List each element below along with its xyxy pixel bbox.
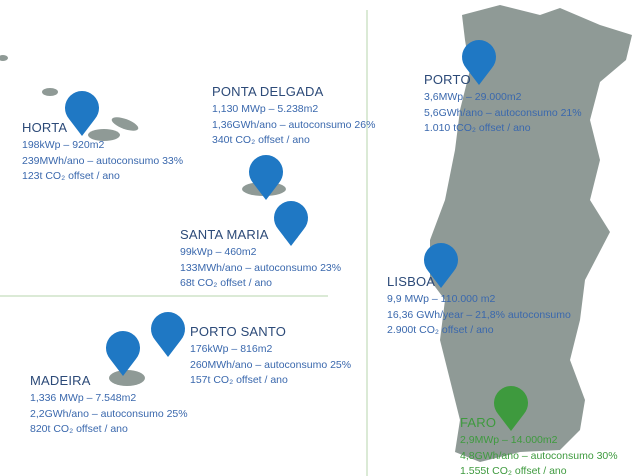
location-detail: 133MWh/ano – autoconsumo 23% xyxy=(180,261,342,274)
location-detail: 2,2GWh/ano – autoconsumo 25% xyxy=(30,407,188,420)
location-detail: 2,9MWp – 14.000m2 xyxy=(460,434,558,446)
location-info: LISBOA 9,9 MWp – 110.000 m2 16,36 GWh/year… xyxy=(387,274,571,339)
location-name: PONTA DELGADA xyxy=(212,84,324,99)
mainland-portugal xyxy=(430,5,632,462)
pin xyxy=(274,200,309,246)
location-name: FARO xyxy=(460,415,497,430)
location-detail: 123t CO₂ offset / ano xyxy=(22,170,120,182)
location-detail: 68t CO₂ offset / ano xyxy=(180,277,273,289)
pin xyxy=(494,385,529,431)
pin xyxy=(151,311,185,357)
location-detail: 2.900t CO₂ offset / ano xyxy=(387,324,494,336)
location-detail: 1,336 MWp – 7.548m2 xyxy=(30,392,137,404)
location-info: FARO 2,9MWp – 14.000m2 4,8GWh/ano – autoco… xyxy=(460,415,618,476)
location-info: PORTO SANTO 176kWp – 816m2 260MWh/ano – au… xyxy=(190,324,351,389)
pin xyxy=(249,154,283,200)
location-detail: 820t CO₂ offset / ano xyxy=(30,423,128,435)
location-detail: 99kWp – 460m2 xyxy=(180,246,257,258)
location-name: SANTA MARIA xyxy=(180,227,269,242)
pin xyxy=(65,90,99,136)
location-detail: 9,9 MWp – 110.000 m2 xyxy=(387,293,496,305)
location-name: PORTO SANTO xyxy=(190,324,287,339)
pin xyxy=(462,39,496,85)
location-detail: 5,6GWh/ano – autoconsumo 21% xyxy=(424,106,582,119)
location-detail: 1,130 MWp – 5.238m2 xyxy=(212,103,319,115)
location-info: HORTA 198kWp – 920m2 239MWh/ano – autocons… xyxy=(22,120,183,185)
location-detail: 1.555t CO₂ offset / ano xyxy=(460,465,567,476)
location-detail: 1,36GWh/ano – autoconsumo 26% xyxy=(212,118,376,131)
pin xyxy=(106,330,140,376)
location-detail: 157t CO₂ offset / ano xyxy=(190,374,288,386)
location-info: PORTO 3,6MWp – 29.000m2 5,6GWh/ano – autoc… xyxy=(424,72,582,137)
pin xyxy=(424,242,459,288)
location-name: LISBOA xyxy=(387,274,436,289)
location-name: MADEIRA xyxy=(30,373,91,388)
location-detail: 1.010 tCO₂ offset / ano xyxy=(424,122,531,134)
location-detail: 260MWh/ano – autoconsumo 25% xyxy=(190,358,352,371)
location-info: SANTA MARIA 99kWp – 460m2 133MWh/ano – aut… xyxy=(180,227,341,292)
location-detail: 4,8GWh/ano – autoconsumo 30% xyxy=(460,449,618,462)
location-name: HORTA xyxy=(22,120,68,135)
location-info: PONTA DELGADA 1,130 MWp – 5.238m2 1,36GWh/… xyxy=(212,84,375,149)
location-detail: 16,36 GWh/year – 21,8% autoconsumo xyxy=(387,308,571,321)
location-detail: 176kWp – 816m2 xyxy=(190,343,273,355)
location-detail: 239MWh/ano – autoconsumo 33% xyxy=(22,154,184,167)
location-info: MADEIRA 1,336 MWp – 7.548m2 2,2GWh/ano – a… xyxy=(30,373,188,438)
location-name: PORTO xyxy=(424,72,471,87)
location-detail: 340t CO₂ offset / ano xyxy=(212,134,310,146)
location-detail: 3,6MWp – 29.000m2 xyxy=(424,91,522,103)
location-detail: 198kWp – 920m2 xyxy=(22,139,105,151)
